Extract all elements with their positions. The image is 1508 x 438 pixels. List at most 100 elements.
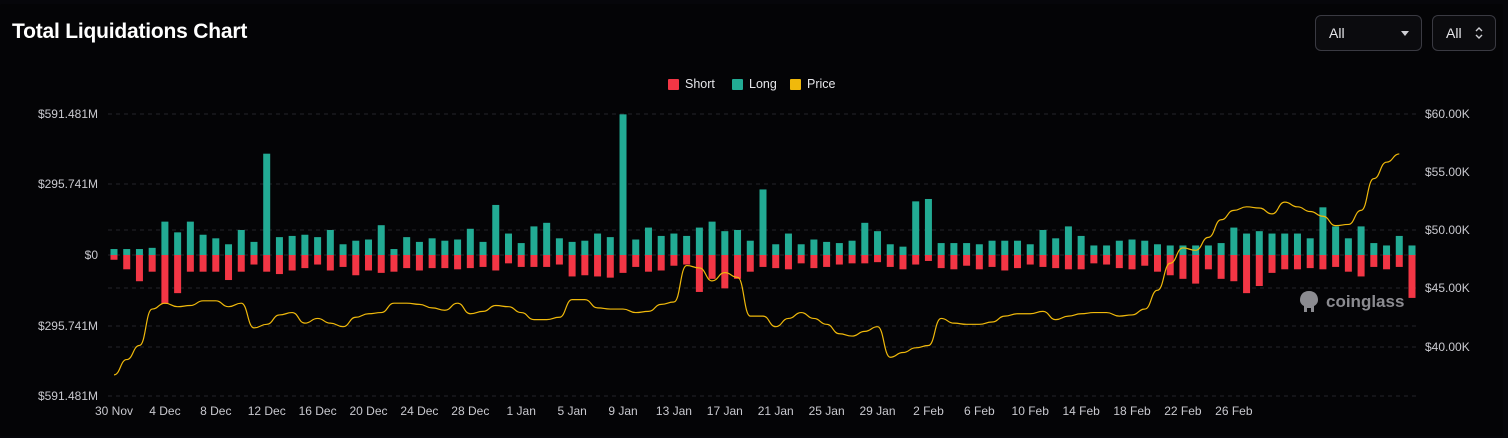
- short-bar: [1217, 255, 1225, 279]
- short-bars: [110, 255, 1416, 304]
- range-select[interactable]: All: [1432, 15, 1496, 51]
- short-bar: [568, 255, 576, 277]
- short-bar: [1370, 255, 1378, 267]
- long-bar: [314, 237, 322, 255]
- short-bar: [1408, 255, 1416, 298]
- short-bar: [1090, 255, 1098, 264]
- short-bar: [1293, 255, 1301, 270]
- x-tick-label: 28 Dec: [451, 404, 489, 418]
- short-bar: [1103, 255, 1111, 265]
- short-bar: [1128, 255, 1136, 270]
- short-bar: [1268, 255, 1276, 273]
- short-bar: [212, 255, 220, 272]
- short-bar: [301, 255, 309, 269]
- price-line-path: [113, 153, 1400, 376]
- legend-item-price[interactable]: Price: [790, 76, 835, 92]
- x-tick-label: 21 Jan: [758, 404, 794, 418]
- long-bar: [352, 240, 360, 255]
- y-right-tick-label: $45.00K: [1425, 281, 1470, 295]
- legend-label-short: Short: [685, 77, 715, 91]
- long-bar: [1281, 233, 1289, 255]
- long-bar: [810, 239, 818, 255]
- short-bar: [1357, 255, 1365, 277]
- x-tick-label: 8 Dec: [200, 404, 231, 418]
- short-bar: [1255, 255, 1263, 286]
- long-bar: [1001, 240, 1009, 255]
- long-bar: [772, 244, 780, 255]
- short-bar: [835, 255, 843, 265]
- symbol-select-value: All: [1329, 25, 1345, 41]
- short-bar: [734, 255, 742, 279]
- x-tick-label: 14 Feb: [1062, 404, 1100, 418]
- legend-item-short[interactable]: Short: [668, 76, 715, 92]
- long-bar: [1370, 243, 1378, 255]
- x-tick-label: 4 Dec: [149, 404, 180, 418]
- long-bars: [110, 114, 1416, 255]
- short-bar: [708, 255, 716, 279]
- short-bar: [886, 255, 894, 267]
- y-axis-left: $591.481M $295.741M $0 $295.741M $591.481M: [38, 107, 98, 403]
- long-bar: [1217, 243, 1225, 255]
- long-bar: [1153, 244, 1161, 255]
- short-bar: [1319, 255, 1327, 270]
- long-bar: [517, 243, 525, 255]
- long-bar: [1204, 245, 1212, 255]
- short-bar: [657, 255, 665, 271]
- long-bar: [110, 249, 118, 255]
- x-tick-label: 10 Feb: [1012, 404, 1050, 418]
- short-bar: [390, 255, 398, 272]
- long-bar: [683, 235, 691, 255]
- short-bar: [466, 255, 474, 269]
- short-bar: [530, 255, 538, 267]
- long-bar: [670, 233, 678, 255]
- short-bar: [683, 255, 691, 265]
- legend-label-long: Long: [749, 77, 777, 91]
- short-bar: [454, 255, 462, 270]
- long-bar: [135, 249, 143, 255]
- short-bar: [924, 255, 932, 261]
- long-bar: [963, 243, 971, 255]
- y-left-tick-label: $295.741M: [38, 177, 98, 191]
- legend-item-long[interactable]: Long: [732, 76, 777, 92]
- long-bar: [644, 227, 652, 255]
- short-bar: [581, 255, 589, 276]
- long-bar: [1306, 238, 1314, 255]
- short-bar: [594, 255, 602, 277]
- short-bar: [1230, 255, 1238, 282]
- long-bar: [1230, 227, 1238, 255]
- symbol-select[interactable]: All: [1315, 15, 1422, 51]
- long-bar: [555, 238, 563, 255]
- short-bar: [1153, 255, 1161, 272]
- x-tick-label: 6 Feb: [964, 404, 995, 418]
- long-bar: [263, 153, 271, 255]
- long-bar: [161, 221, 169, 255]
- price-line: [113, 153, 1400, 376]
- short-bar: [403, 255, 411, 269]
- short-bar: [772, 255, 780, 269]
- short-bar: [237, 255, 245, 272]
- long-bar: [606, 237, 614, 255]
- long-bar: [1064, 226, 1072, 255]
- short-bar: [1344, 255, 1352, 272]
- long-bar: [199, 234, 207, 255]
- short-bar: [186, 255, 194, 272]
- long-bar: [568, 241, 576, 255]
- y-left-tick-label: $591.481M: [38, 107, 98, 121]
- coinglass-logo-icon: [1300, 291, 1318, 312]
- range-select-value: All: [1446, 25, 1462, 41]
- short-bar: [784, 255, 792, 270]
- short-bar: [644, 255, 652, 272]
- short-bar: [275, 255, 283, 275]
- y-right-tick-label: $60.00K: [1425, 107, 1470, 121]
- long-bar: [288, 235, 296, 255]
- long-bar: [454, 239, 462, 255]
- long-bar: [250, 241, 258, 255]
- long-bar: [1383, 245, 1391, 255]
- long-bar: [1332, 226, 1340, 255]
- short-bar: [479, 255, 487, 267]
- short-bar: [912, 255, 920, 265]
- short-bar: [377, 255, 385, 273]
- long-bar: [1179, 245, 1187, 255]
- long-bar: [390, 249, 398, 255]
